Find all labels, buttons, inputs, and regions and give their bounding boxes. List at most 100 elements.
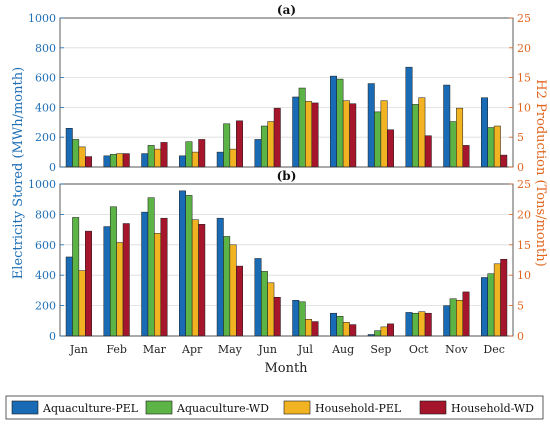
bar-aquaculture-pel-mar [141, 211, 149, 337]
y-axis-title-right: H2 Production (Tons/month) [533, 79, 548, 266]
bar-aquaculture-wd-jan [72, 139, 80, 168]
bar-aquaculture-pel-may [216, 151, 224, 168]
y-tick-label-left: 200 [35, 131, 56, 144]
bar-household-pel-mar [154, 148, 162, 168]
bar-household-wd-jul [311, 321, 319, 337]
bar-aquaculture-pel-dec [481, 97, 488, 168]
y-tick-label-right: 25 [517, 12, 531, 25]
y-tick-label-right: 5 [517, 300, 524, 313]
bar-household-pel-may [229, 244, 237, 337]
bar-household-pel-dec [493, 263, 501, 337]
bar-aquaculture-pel-aug [330, 312, 337, 337]
bar-aquaculture-wd-aug [336, 78, 344, 168]
bar-household-wd-feb [122, 223, 130, 337]
bar-household-wd-jul [311, 102, 319, 168]
bar-aquaculture-pel-dec [481, 277, 488, 337]
bar-aquaculture-wd-nov [449, 298, 457, 337]
y-axis-title-left: Electricity Stored (MWh/month) [11, 67, 26, 279]
legend-label: Household-WD [451, 402, 534, 415]
bar-household-wd-oct [424, 312, 432, 337]
bar-aquaculture-pel-feb [103, 155, 111, 168]
bar-aquaculture-pel-oct [405, 66, 413, 168]
legend-label: Household-PEL [315, 402, 402, 415]
bar-household-pel-sep [380, 326, 388, 337]
bar-household-wd-may [236, 120, 243, 168]
bar-aquaculture-wd-feb [109, 154, 117, 168]
bar-household-wd-nov [462, 291, 470, 337]
bar-household-pel-nov [456, 300, 464, 337]
bar-aquaculture-wd-jun [260, 125, 268, 168]
x-tick-label: Apr [181, 343, 203, 356]
bar-aquaculture-pel-jun [254, 258, 262, 337]
bar-household-pel-jan [78, 146, 86, 168]
y-tick-label-left: 800 [35, 42, 56, 55]
bar-aquaculture-wd-dec [487, 273, 495, 337]
bar-household-pel-aug [342, 322, 350, 337]
bar-household-wd-oct [424, 135, 432, 168]
bar-aquaculture-pel-nov [443, 84, 451, 168]
bar-household-pel-oct [418, 97, 426, 168]
y-tick-label-right: 15 [517, 72, 531, 85]
bar-household-wd-nov [462, 145, 470, 168]
y-tick-label-right: 20 [517, 208, 531, 221]
y-tick-label-left: 0 [49, 330, 56, 343]
y-tick-label-right: 0 [517, 330, 524, 343]
x-tick-label: Aug [331, 343, 354, 356]
panel-a: 0 200 400 600 800 1000 0 5 10 15 20 25 (a) [28, 3, 531, 174]
bar-household-wd-feb [122, 153, 130, 168]
x-tick-label: Jan [69, 343, 88, 356]
bar-aquaculture-wd-apr [185, 141, 193, 168]
bar-aquaculture-wd-jan [72, 217, 80, 337]
bar-household-pel-may [229, 148, 237, 168]
x-tick-label: Dec [483, 343, 505, 356]
bar-aquaculture-wd-mar [147, 197, 155, 337]
bar-household-pel-jun [267, 121, 275, 168]
bar-aquaculture-wd-apr [185, 195, 193, 337]
bar-aquaculture-wd-oct [411, 104, 419, 168]
bar-household-pel-aug [342, 100, 350, 168]
bar-aquaculture-wd-jul [298, 87, 306, 168]
bar-aquaculture-pel-apr [179, 155, 186, 168]
x-tick-label: Mar [143, 343, 167, 356]
bar-household-pel-feb [116, 153, 124, 168]
y-tick-label-left: 200 [35, 300, 56, 313]
y-tick-label-left: 400 [35, 269, 56, 282]
bar-aquaculture-pel-jul [292, 96, 300, 168]
legend-swatch [419, 400, 447, 415]
bar-aquaculture-pel-jul [292, 300, 300, 337]
panel-label: (a) [277, 3, 296, 17]
bar-household-pel-jul [305, 101, 313, 168]
y-tick-label-left: 1000 [28, 12, 56, 25]
x-axis-title: Month [264, 361, 308, 376]
legend-swatch [145, 400, 173, 415]
y-tick-label-right: 25 [517, 178, 531, 191]
bar-household-wd-sep [387, 323, 394, 337]
bar-aquaculture-wd-jun [260, 271, 268, 337]
bar-household-wd-jun [273, 296, 281, 337]
bar-aquaculture-wd-sep [374, 111, 382, 168]
bar-household-pel-jan [78, 270, 86, 337]
x-tick-label: Feb [106, 343, 127, 356]
bar-aquaculture-pel-jan [65, 128, 73, 168]
bar-aquaculture-wd-may [223, 123, 231, 168]
x-tick-label: Oct [409, 343, 429, 356]
bar-household-pel-mar [154, 233, 162, 337]
bar-aquaculture-pel-feb [103, 226, 111, 337]
y-tick-label-right: 0 [517, 161, 524, 174]
y-tick-label-right: 5 [517, 131, 524, 144]
y-tick-label-left: 600 [35, 239, 56, 252]
bar-household-pel-apr [191, 219, 199, 337]
bar-aquaculture-wd-mar [147, 145, 155, 168]
bar-aquaculture-wd-aug [336, 315, 344, 337]
y-tick-label-left: 0 [49, 161, 56, 174]
bar-household-pel-apr [191, 151, 199, 168]
y-tick-label-right: 10 [517, 101, 531, 114]
bar-household-pel-sep [380, 100, 388, 168]
bar-household-pel-feb [116, 242, 124, 337]
bar-household-wd-sep [387, 129, 394, 168]
bar-aquaculture-pel-oct [405, 312, 413, 337]
x-tick-label: Jul [297, 343, 313, 356]
bar-household-pel-nov [456, 107, 464, 168]
y-tick-label-left: 600 [35, 72, 56, 85]
